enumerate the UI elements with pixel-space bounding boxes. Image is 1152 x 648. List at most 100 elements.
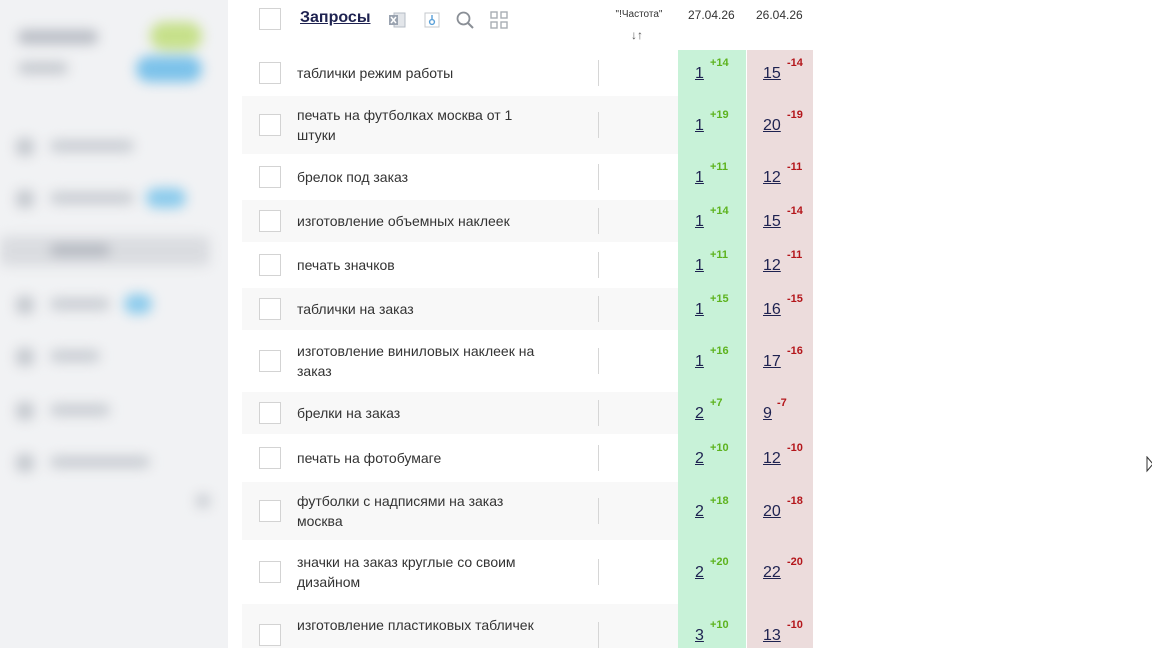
delta-down: -14 <box>787 205 803 217</box>
sidebar <box>0 0 228 648</box>
column-divider <box>598 559 599 585</box>
column-divider <box>598 498 599 524</box>
delta-up: +10 <box>710 442 729 454</box>
position-prev[interactable]: 12 <box>763 169 781 186</box>
column-divider <box>598 112 599 138</box>
position-prev[interactable]: 12 <box>763 257 781 274</box>
delta-up: +14 <box>710 57 729 69</box>
queries-title[interactable]: Запросы <box>300 9 371 26</box>
column-divider <box>598 60 599 86</box>
position-prev[interactable]: 15 <box>763 213 781 230</box>
position-prev[interactable]: 20 <box>763 117 781 134</box>
column-divider <box>598 252 599 278</box>
position-prev[interactable]: 17 <box>763 353 781 370</box>
table-row: печать значков 1 +11 12 -11 <box>242 242 813 288</box>
delta-down: -20 <box>787 556 803 568</box>
export-icon[interactable] <box>422 10 442 30</box>
query-text: печать значков <box>297 257 395 273</box>
table-row: брелки на заказ 2 +7 9 -7 <box>242 392 813 434</box>
position-today[interactable]: 2 <box>695 405 704 422</box>
mouse-cursor <box>1146 456 1152 473</box>
delta-down: -10 <box>787 619 803 631</box>
row-checkbox[interactable] <box>259 210 281 232</box>
position-today[interactable]: 1 <box>695 353 704 370</box>
sort-icon[interactable]: ↓↑ <box>631 28 643 42</box>
row-checkbox[interactable] <box>259 402 281 424</box>
date-header-1: 27.04.26 <box>688 8 735 22</box>
delta-down: -11 <box>787 161 803 173</box>
delta-up: +19 <box>710 109 729 121</box>
row-checkbox[interactable] <box>259 298 281 320</box>
row-checkbox[interactable] <box>259 561 281 583</box>
position-today[interactable]: 1 <box>695 257 704 274</box>
table-row: изготовление пластиковых табличек 3 +10 13-… <box>242 604 813 648</box>
position-prev[interactable]: 16 <box>763 301 781 318</box>
position-prev[interactable]: 20 <box>763 503 781 520</box>
row-checkbox[interactable] <box>259 447 281 469</box>
position-prev[interactable]: 12 <box>763 450 781 467</box>
position-prev[interactable]: 22 <box>763 564 781 581</box>
column-divider <box>598 445 599 471</box>
column-divider <box>598 622 599 648</box>
delta-up: +7 <box>710 397 723 409</box>
query-text: изготовление виниловых наклеек на заказ <box>297 343 535 379</box>
column-divider <box>598 348 599 374</box>
delta-down: -19 <box>787 109 803 121</box>
select-all-checkbox[interactable] <box>259 8 281 30</box>
query-text: таблички режим работы <box>297 65 454 81</box>
row-bg <box>242 200 678 242</box>
table-row: изготовление виниловых наклеек на заказ 1… <box>242 330 813 392</box>
row-checkbox[interactable] <box>259 500 281 522</box>
delta-down: -11 <box>787 249 803 261</box>
query-text: таблички на заказ <box>297 301 414 317</box>
row-checkbox[interactable] <box>259 62 281 84</box>
position-today[interactable]: 1 <box>695 169 704 186</box>
query-text: значки на заказ круглые со своим дизайно… <box>297 554 516 590</box>
frequency-header[interactable]: "!Частота" <box>615 9 663 20</box>
position-today[interactable]: 3 <box>695 627 704 644</box>
table-header: Запросы "!Частота" ↓↑ 27.04.26 26.04.26 <box>242 0 813 50</box>
row-bg <box>242 604 678 648</box>
position-today[interactable]: 2 <box>695 503 704 520</box>
delta-up: +15 <box>710 293 729 305</box>
row-bg <box>242 288 678 330</box>
row-checkbox[interactable] <box>259 114 281 136</box>
column-divider <box>598 400 599 426</box>
delta-up: +16 <box>710 345 729 357</box>
delta-up: +11 <box>710 161 729 173</box>
position-today[interactable]: 1 <box>695 117 704 134</box>
queries-table: Запросы "!Частота" ↓↑ 27.04.26 26.04.26 … <box>242 0 813 648</box>
row-bg <box>242 392 678 434</box>
delta-up: +10 <box>710 619 729 631</box>
search-icon[interactable] <box>455 10 475 30</box>
column-divider <box>598 208 599 234</box>
position-today[interactable]: 2 <box>695 564 704 581</box>
row-checkbox[interactable] <box>259 166 281 188</box>
position-prev[interactable]: 9 <box>763 405 772 422</box>
position-today[interactable]: 1 <box>695 213 704 230</box>
row-checkbox[interactable] <box>259 254 281 276</box>
position-prev[interactable]: 15 <box>763 65 781 82</box>
query-text: брелки на заказ <box>297 405 401 421</box>
position-today[interactable]: 2 <box>695 450 704 467</box>
date-header-2: 26.04.26 <box>756 8 803 22</box>
position-today[interactable]: 1 <box>695 65 704 82</box>
position-prev[interactable]: 13 <box>763 627 781 644</box>
query-text: изготовление объемных наклеек <box>297 213 510 229</box>
grid-icon[interactable] <box>489 10 509 30</box>
today-column-bg <box>678 50 746 648</box>
table-row: таблички на заказ 1 +15 16 -15 <box>242 288 813 330</box>
delta-down: -15 <box>787 293 803 305</box>
delta-up: +18 <box>710 495 729 507</box>
row-checkbox[interactable] <box>259 624 281 646</box>
prev-column-bg <box>747 50 813 648</box>
row-bg <box>242 96 678 154</box>
query-text: брелок под заказ <box>297 169 409 185</box>
position-today[interactable]: 1 <box>695 301 704 318</box>
delta-up: +14 <box>710 205 729 217</box>
table-row: изготовление объемных наклеек 1 +14 15 -14 <box>242 200 813 242</box>
delta-down: -16 <box>787 345 803 357</box>
query-text: изготовление пластиковых табличек <box>297 617 534 633</box>
row-checkbox[interactable] <box>259 350 281 372</box>
excel-icon[interactable] <box>387 10 407 30</box>
